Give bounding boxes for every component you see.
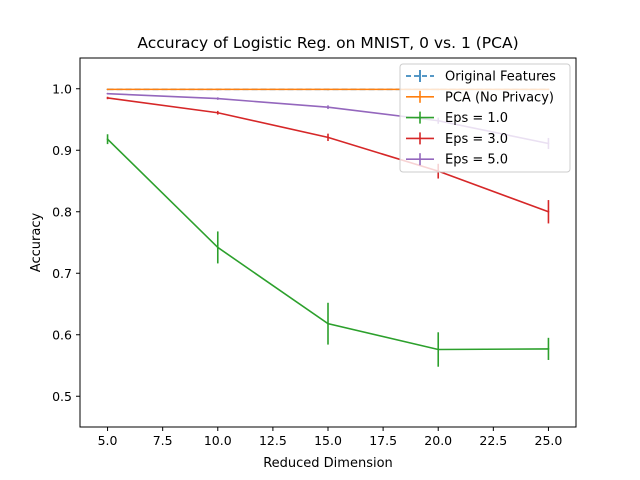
series-2-point xyxy=(216,246,219,249)
legend-label: Eps = 1.0 xyxy=(445,111,508,126)
legend-label: Original Features xyxy=(445,70,556,85)
chart-title: Accuracy of Logistic Reg. on MNIST, 0 vs… xyxy=(137,34,518,52)
y-tick-label: 0.6 xyxy=(52,327,72,342)
legend-label: PCA (No Privacy) xyxy=(445,90,554,105)
series-1-point xyxy=(106,88,109,91)
series-4-point xyxy=(106,92,109,95)
y-tick-label: 0.5 xyxy=(52,389,72,404)
x-tick-label: 15.0 xyxy=(314,433,342,448)
x-tick-label: 25.0 xyxy=(535,433,563,448)
ticks: 5.0 7.5 10.0 12.5 15.0 17.5 20.0 22.5 25.0 0.5 0.6… xyxy=(52,81,562,448)
x-tick-label: 7.5 xyxy=(153,433,173,448)
series-2-point xyxy=(437,348,440,351)
y-tick-label: 0.7 xyxy=(52,266,72,281)
legend-label: Eps = 5.0 xyxy=(445,153,508,168)
series-2-point xyxy=(106,138,109,141)
y-axis-label: Accuracy xyxy=(29,213,44,273)
x-axis-label: Reduced Dimension xyxy=(263,456,393,471)
y-tick-label: 1.0 xyxy=(52,81,72,96)
legend: Original Features PCA (No Privacy) Eps = 1… xyxy=(399,63,571,173)
series-2-point xyxy=(547,347,550,350)
x-tick-label: 22.5 xyxy=(479,433,507,448)
series-3-point xyxy=(547,210,550,213)
series-2-point xyxy=(327,322,329,325)
plot-area xyxy=(106,88,550,367)
series-3-point xyxy=(327,136,329,139)
series-3-point xyxy=(106,97,109,99)
legend-label: Eps = 3.0 xyxy=(445,132,508,147)
series-1-point xyxy=(327,88,329,91)
x-tick-label: 20.0 xyxy=(424,433,452,448)
series-4-point xyxy=(216,97,219,100)
legend-box xyxy=(399,63,571,173)
x-tick-label: 12.5 xyxy=(259,433,287,448)
x-tick-label: 17.5 xyxy=(369,433,397,448)
y-tick-label: 0.8 xyxy=(52,204,72,219)
series-1-point xyxy=(216,88,219,91)
x-tick-label: 10.0 xyxy=(204,433,232,448)
x-tick-label: 5.0 xyxy=(98,433,118,448)
series-3-point xyxy=(216,111,219,114)
series-4-point xyxy=(327,106,329,109)
y-tick-label: 0.9 xyxy=(52,143,72,158)
